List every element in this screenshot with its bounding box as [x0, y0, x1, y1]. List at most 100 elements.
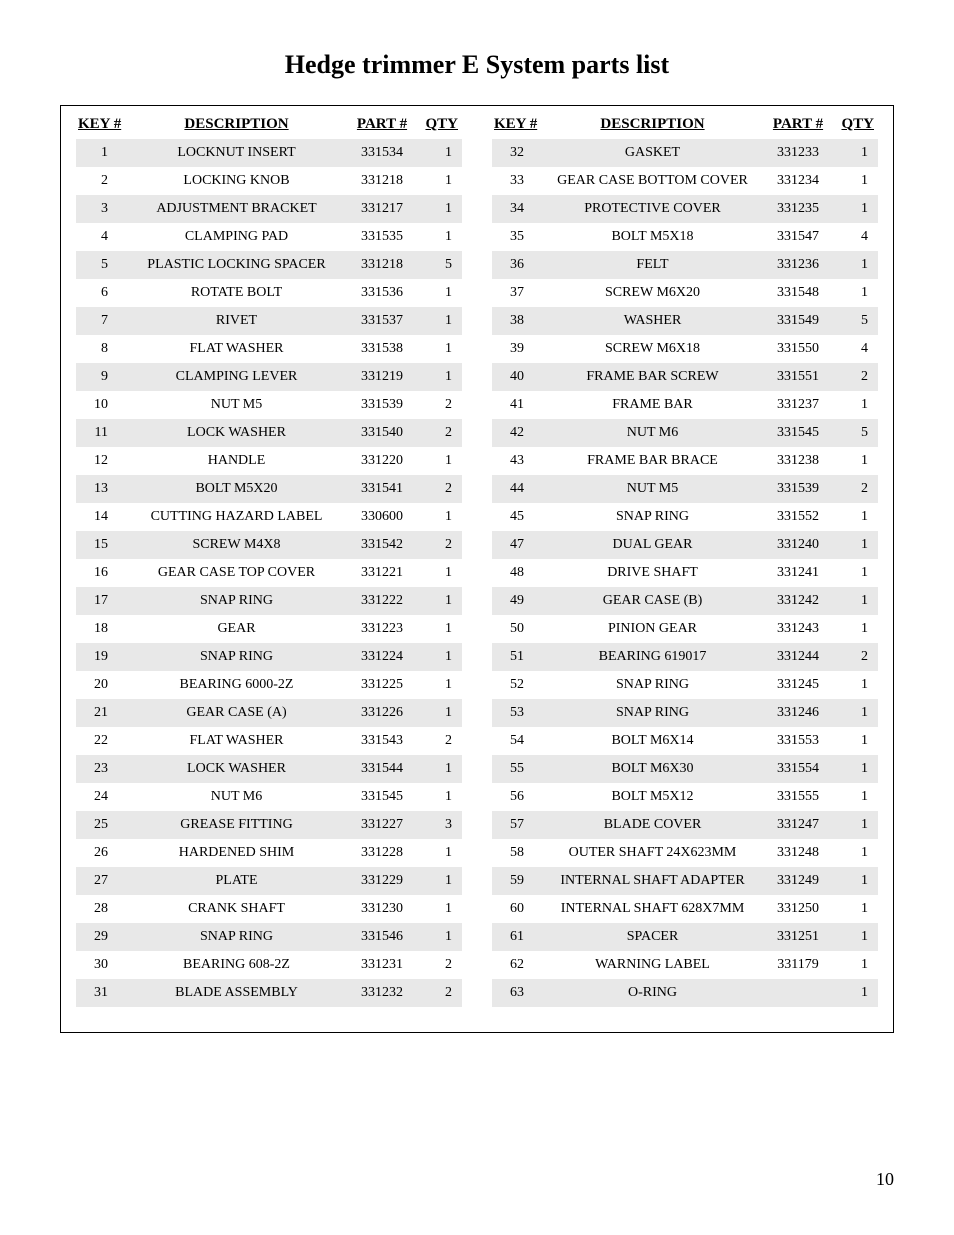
- cell-part: 331549: [763, 313, 833, 329]
- table-row: 2LOCKING KNOB3312181: [76, 167, 462, 195]
- table-row: 10NUT M53315392: [76, 391, 462, 419]
- cell-description: GEAR CASE BOTTOM COVER: [542, 173, 763, 189]
- cell-part: 331179: [763, 957, 833, 973]
- cell-key: 24: [76, 789, 126, 805]
- cell-part: 331534: [347, 145, 417, 161]
- cell-qty: 1: [417, 873, 462, 889]
- cell-description: WASHER: [542, 313, 763, 329]
- table-row: 39SCREW M6X183315504: [492, 335, 878, 363]
- cell-key: 21: [76, 705, 126, 721]
- cell-qty: 1: [417, 761, 462, 777]
- table-row: 29SNAP RING3315461: [76, 923, 462, 951]
- table-row: 44NUT M53315392: [492, 475, 878, 503]
- table-row: 53SNAP RING3312461: [492, 699, 878, 727]
- cell-key: 34: [492, 201, 542, 217]
- cell-key: 18: [76, 621, 126, 637]
- cell-part: 331543: [347, 733, 417, 749]
- cell-key: 23: [76, 761, 126, 777]
- cell-part: 331223: [347, 621, 417, 637]
- table-row: 7RIVET3315371: [76, 307, 462, 335]
- cell-description: GEAR CASE (A): [126, 705, 347, 721]
- table-row: 34PROTECTIVE COVER3312351: [492, 195, 878, 223]
- cell-description: FRAME BAR BRACE: [542, 453, 763, 469]
- cell-part: 331251: [763, 929, 833, 945]
- cell-key: 42: [492, 425, 542, 441]
- cell-part: 331228: [347, 845, 417, 861]
- table-row: 57BLADE COVER3312471: [492, 811, 878, 839]
- cell-part: 331242: [763, 593, 833, 609]
- page-title: Hedge trimmer E System parts list: [60, 50, 894, 80]
- cell-key: 20: [76, 677, 126, 693]
- table-row: 3ADJUSTMENT BRACKET3312171: [76, 195, 462, 223]
- cell-qty: 2: [417, 397, 462, 413]
- table-row: 52SNAP RING3312451: [492, 671, 878, 699]
- cell-part: 331536: [347, 285, 417, 301]
- cell-qty: 1: [833, 145, 878, 161]
- cell-part: 331542: [347, 537, 417, 553]
- cell-key: 12: [76, 453, 126, 469]
- cell-description: BOLT M5X12: [542, 789, 763, 805]
- cell-part: 331234: [763, 173, 833, 189]
- table-row: 8FLAT WASHER3315381: [76, 335, 462, 363]
- cell-part: 331240: [763, 537, 833, 553]
- cell-description: BOLT M5X18: [542, 229, 763, 245]
- table-row: 56BOLT M5X123315551: [492, 783, 878, 811]
- table-row: 20BEARING 6000-2Z3312251: [76, 671, 462, 699]
- cell-description: DRIVE SHAFT: [542, 565, 763, 581]
- cell-key: 7: [76, 313, 126, 329]
- table-row: 21GEAR CASE (A)3312261: [76, 699, 462, 727]
- cell-part: 331219: [347, 369, 417, 385]
- cell-part: 331541: [347, 481, 417, 497]
- cell-key: 17: [76, 593, 126, 609]
- table-row: 33GEAR CASE BOTTOM COVER3312341: [492, 167, 878, 195]
- table-row: 11LOCK WASHER3315402: [76, 419, 462, 447]
- cell-qty: 2: [417, 957, 462, 973]
- cell-description: BLADE COVER: [542, 817, 763, 833]
- cell-key: 49: [492, 593, 542, 609]
- cell-key: 57: [492, 817, 542, 833]
- cell-key: 36: [492, 257, 542, 273]
- cell-key: 30: [76, 957, 126, 973]
- table-row: 41FRAME BAR3312371: [492, 391, 878, 419]
- cell-description: LOCK WASHER: [126, 425, 347, 441]
- cell-qty: 1: [833, 789, 878, 805]
- parts-table-container: KEY # DESCRIPTION PART # QTY 1LOCKNUT IN…: [60, 105, 894, 1033]
- cell-qty: 1: [417, 229, 462, 245]
- table-row: 59INTERNAL SHAFT ADAPTER3312491: [492, 867, 878, 895]
- cell-part: 331247: [763, 817, 833, 833]
- cell-key: 61: [492, 929, 542, 945]
- cell-description: LOCKNUT INSERT: [126, 145, 347, 161]
- cell-qty: 5: [833, 313, 878, 329]
- cell-description: SPACER: [542, 929, 763, 945]
- table-row: 40FRAME BAR SCREW3315512: [492, 363, 878, 391]
- cell-qty: 2: [417, 537, 462, 553]
- cell-key: 35: [492, 229, 542, 245]
- cell-qty: 1: [833, 593, 878, 609]
- cell-qty: 1: [833, 201, 878, 217]
- cell-part: 331554: [763, 761, 833, 777]
- cell-description: GEAR CASE (B): [542, 593, 763, 609]
- cell-part: 331225: [347, 677, 417, 693]
- table-row: 61SPACER3312511: [492, 923, 878, 951]
- cell-part: 331547: [763, 229, 833, 245]
- cell-key: 63: [492, 985, 542, 1001]
- cell-part: 331550: [763, 341, 833, 357]
- cell-qty: 2: [833, 481, 878, 497]
- cell-qty: 1: [417, 369, 462, 385]
- cell-qty: 5: [833, 425, 878, 441]
- table-row: 31BLADE ASSEMBLY3312322: [76, 979, 462, 1007]
- cell-key: 3: [76, 201, 126, 217]
- cell-key: 48: [492, 565, 542, 581]
- cell-key: 8: [76, 341, 126, 357]
- cell-qty: 4: [833, 229, 878, 245]
- cell-description: RIVET: [126, 313, 347, 329]
- cell-qty: 1: [417, 649, 462, 665]
- cell-qty: 1: [417, 341, 462, 357]
- cell-description: PLATE: [126, 873, 347, 889]
- table-row: 32GASKET3312331: [492, 139, 878, 167]
- cell-key: 27: [76, 873, 126, 889]
- cell-qty: 1: [417, 565, 462, 581]
- table-row: 54BOLT M6X143315531: [492, 727, 878, 755]
- cell-qty: 1: [417, 201, 462, 217]
- cell-description: GREASE FITTING: [126, 817, 347, 833]
